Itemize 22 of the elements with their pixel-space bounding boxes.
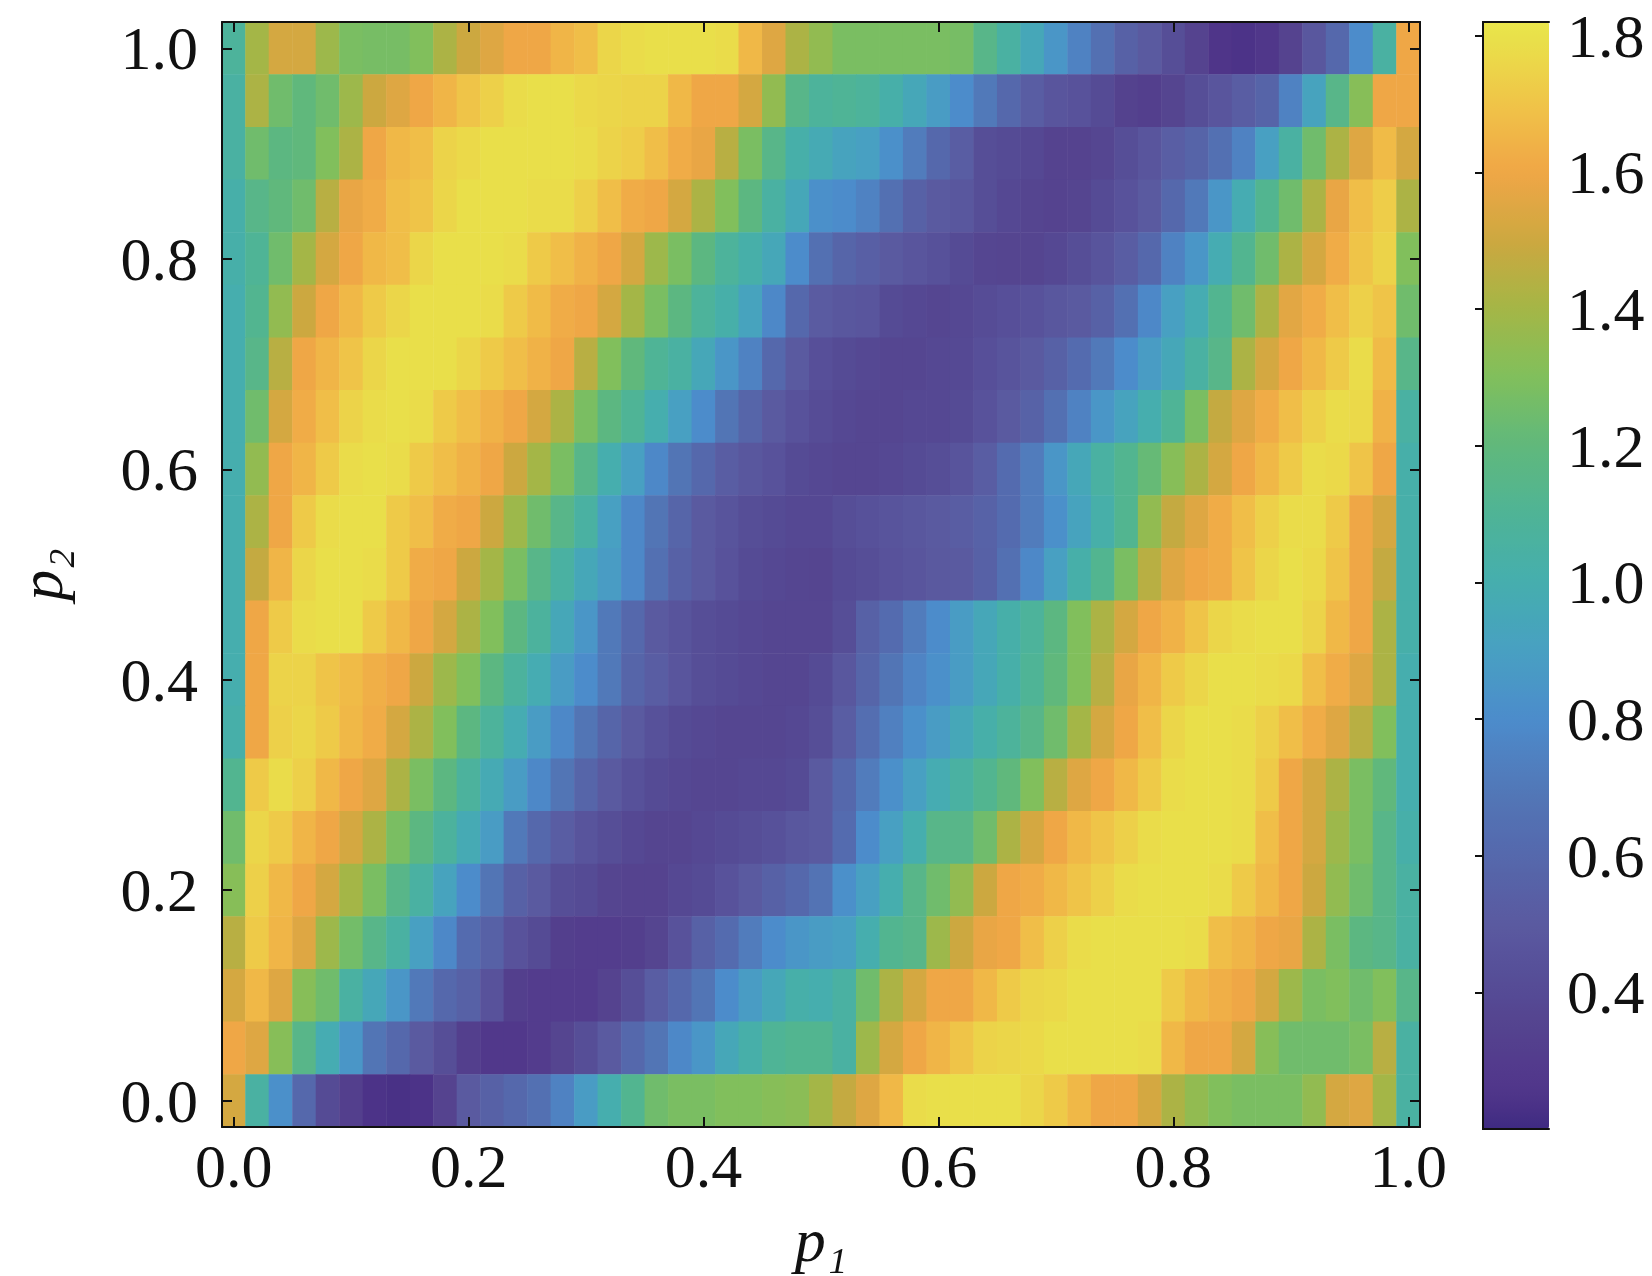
x-tick-label: 1.0 — [1369, 1132, 1447, 1200]
color-bar-label: 0.8 — [1567, 685, 1645, 753]
x-tick-label: 0.2 — [429, 1132, 508, 1200]
x-axis-title: p₁ — [790, 1206, 848, 1274]
y-tick-label: 1.0 — [120, 14, 198, 83]
y-tick-label: 0.4 — [120, 645, 198, 714]
x-tick-label: 0.4 — [664, 1132, 743, 1200]
color-bar-label: 0.4 — [1567, 958, 1645, 1027]
color-bar-label: 0.6 — [1567, 821, 1645, 890]
x-tick-label: 0.6 — [899, 1132, 978, 1200]
y-axis-title: p₂ — [7, 548, 75, 605]
y-tick-label: 0.6 — [120, 435, 198, 504]
y-tick-label: 0.8 — [120, 224, 198, 293]
color-bar-label: 1.4 — [1567, 275, 1645, 343]
color-bar-label: 1.0 — [1567, 548, 1645, 617]
y-tick-label: 0.2 — [120, 856, 198, 925]
color-bar-label: 1.8 — [1567, 1, 1645, 70]
color-bar-label: 1.2 — [1567, 411, 1645, 480]
x-tick-label: 0.8 — [1134, 1132, 1213, 1200]
color-bar-label: 1.6 — [1567, 138, 1645, 207]
y-tick-label: 0.0 — [120, 1066, 198, 1135]
x-tick-label: 0.0 — [195, 1132, 273, 1200]
